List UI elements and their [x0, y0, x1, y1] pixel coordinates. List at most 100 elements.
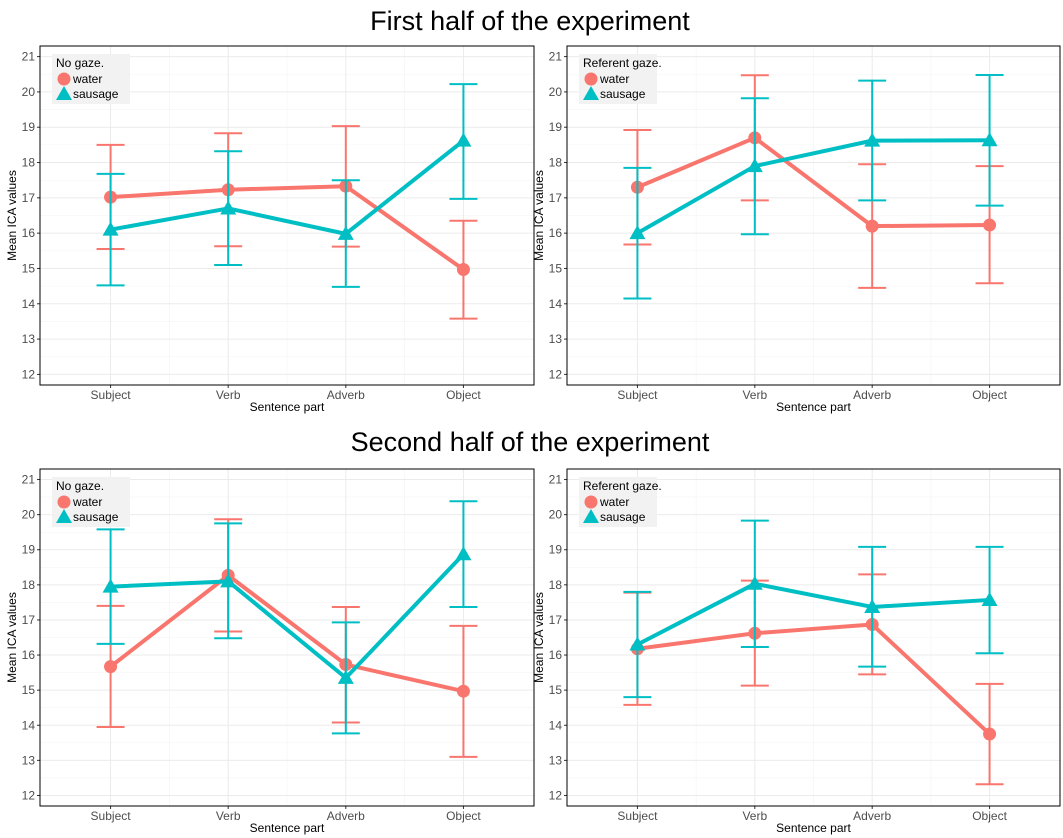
y-tick-label: 21 — [22, 473, 36, 487]
x-axis-title: Sentence part — [250, 400, 325, 414]
y-axis-title: Mean ICA values — [5, 170, 19, 261]
x-tick-label-subject: Subject — [617, 809, 658, 823]
y-tick-label: 12 — [22, 367, 36, 381]
data-point-sausage — [337, 669, 354, 684]
y-tick-label: 16 — [22, 226, 36, 240]
x-tick-label-subject: Subject — [91, 809, 132, 823]
y-tick-label: 17 — [22, 613, 36, 627]
panel-second-half-referent-gaze: 12 13 14 15 16 17 18 19 20 21 Subject Verb Adverb Obj… — [532, 468, 1061, 835]
y-axis-title: Mean ICA values — [532, 592, 546, 683]
data-point-water — [456, 263, 470, 277]
y-tick-label: 21 — [549, 50, 563, 64]
data-point-water — [865, 219, 879, 233]
y-tick-label: 13 — [22, 332, 36, 346]
series-line-water — [110, 184, 465, 272]
y-tick-label: 18 — [549, 578, 563, 592]
y-tick-label: 16 — [22, 648, 36, 662]
data-point-sausage — [864, 132, 881, 147]
series-line-sausage — [110, 552, 465, 680]
x-tick-label-adverb: Adverb — [327, 809, 365, 823]
series-sausage — [96, 500, 478, 735]
data-point-sausage — [746, 575, 763, 590]
y-tick-label: 20 — [22, 508, 36, 522]
y-tick-label: 13 — [549, 753, 563, 767]
y-tick-label: 19 — [22, 543, 36, 557]
data-point-sausage — [629, 225, 646, 240]
x-tick-label-adverb: Adverb — [853, 388, 891, 402]
legend-label-sausage: sausage — [73, 510, 119, 524]
data-point-sausage — [746, 158, 763, 173]
x-tick-label-subject: Subject — [91, 388, 132, 402]
legend-label-water: water — [599, 72, 629, 86]
y-tick-label: 12 — [549, 788, 563, 802]
legend-label-sausage: sausage — [600, 87, 646, 101]
x-tick-label-verb: Verb — [742, 388, 767, 402]
y-tick-label: 19 — [549, 120, 563, 134]
y-axis-title: Mean ICA values — [532, 170, 546, 261]
series-sausage — [623, 519, 1004, 699]
y-tick-label: 21 — [549, 473, 563, 487]
data-point-water — [456, 684, 470, 698]
data-point-water — [104, 660, 118, 674]
y-tick-label: 20 — [22, 85, 36, 99]
legend-title: Referent gaze. — [583, 56, 662, 70]
x-axis-title: Sentence part — [776, 400, 851, 414]
x-tick-label-object: Object — [972, 809, 1007, 823]
y-tick-label: 20 — [549, 85, 563, 99]
x-tick-label-verb: Verb — [742, 809, 767, 823]
y-tick-label: 12 — [22, 788, 36, 802]
panel-second-half-no-gaze: 12 13 14 15 16 17 18 19 20 21 Subject Verb Adverb Obj… — [5, 468, 535, 835]
legend-label-water: water — [72, 495, 102, 509]
y-tick-label: 15 — [22, 261, 36, 275]
data-point-water — [983, 727, 997, 741]
data-point-sausage — [864, 598, 881, 613]
x-tick-label-object: Object — [446, 809, 481, 823]
x-tick-label-object: Object — [446, 388, 481, 402]
data-point-sausage — [981, 132, 998, 147]
plot-frame — [39, 45, 535, 386]
y-tick-label: 19 — [22, 120, 36, 134]
legend-label-sausage: sausage — [600, 510, 646, 524]
legend-key-water — [57, 495, 71, 509]
x-tick-label-verb: Verb — [216, 388, 241, 402]
data-point-sausage — [102, 578, 119, 593]
y-axis-title: Mean ICA values — [5, 592, 19, 683]
series-line-sausage — [636, 138, 990, 235]
series-line-sausage — [636, 581, 990, 647]
y-tick-label: 17 — [549, 191, 563, 205]
series-line-water — [109, 573, 464, 694]
y-tick-label: 14 — [549, 297, 563, 311]
x-tick-label-adverb: Adverb — [853, 809, 891, 823]
panel-first-half-no-gaze: 12 13 14 15 16 17 18 19 20 21 Subject Verb Adverb Obj… — [5, 45, 535, 414]
section-title-first-half: First half of the experiment — [370, 6, 690, 36]
legend-label-water: water — [599, 495, 629, 509]
section-title-second-half: Second half of the experiment — [351, 427, 710, 457]
x-tick-label-verb: Verb — [216, 809, 241, 823]
y-tick-label: 15 — [22, 683, 36, 697]
data-point-sausage — [629, 636, 646, 651]
data-point-water — [983, 218, 997, 232]
legend-key-sausage — [56, 509, 72, 523]
data-point-sausage — [455, 546, 472, 561]
data-point-sausage — [220, 573, 237, 588]
y-tick-label: 16 — [549, 648, 563, 662]
x-tick-label-subject: Subject — [617, 388, 658, 402]
y-tick-label: 17 — [22, 191, 36, 205]
x-axis-title: Sentence part — [776, 821, 851, 835]
series-line-water — [636, 135, 990, 229]
y-tick-label: 18 — [22, 578, 36, 592]
x-tick-label-adverb: Adverb — [327, 388, 365, 402]
y-tick-label: 14 — [22, 718, 36, 732]
data-point-sausage — [981, 591, 998, 606]
series-sausage — [96, 83, 478, 288]
legend-title: No gaze. — [56, 56, 104, 70]
y-tick-label: 15 — [549, 683, 563, 697]
legend-title: Referent gaze. — [583, 479, 662, 493]
series-line-sausage — [110, 139, 465, 236]
y-tick-label: 13 — [549, 332, 563, 346]
plot-frame — [566, 468, 1061, 807]
